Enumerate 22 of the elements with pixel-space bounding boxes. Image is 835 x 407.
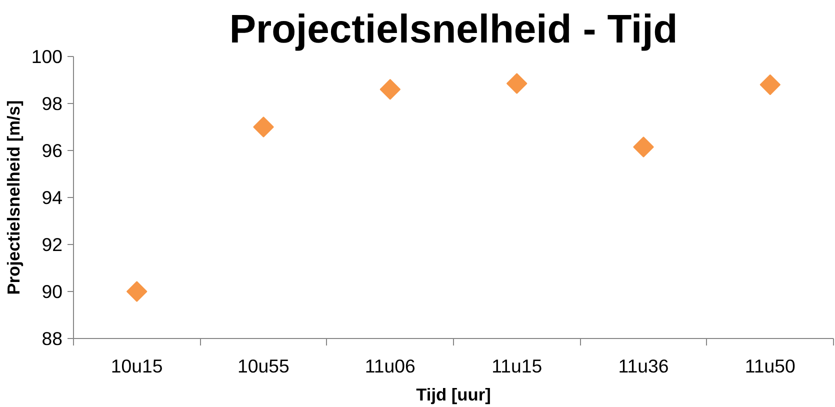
point [126,281,148,302]
point [760,74,781,96]
x-tick-label: 11u15 [492,356,542,376]
x-tick-label: 11u06 [364,356,416,376]
point [380,79,401,100]
y-tick-label: 90 [42,281,63,302]
x-axis-title: Tijd [uur] [416,384,491,404]
y-tick-label: 98 [42,93,63,114]
point [633,136,654,158]
x-tick-label: 11u36 [618,356,669,376]
point [506,73,528,94]
chart-title: Projectielsnelheid - Tijd [229,8,678,52]
y-tick-label: 96 [42,140,63,161]
x-tick-label: 10u15 [110,356,163,376]
point [253,116,274,138]
x-tick-label: 10u55 [238,356,290,376]
y-tick-label: 88 [42,328,63,349]
y-axis-title: Projectielsnelheid [m/s] [3,100,24,295]
y-tick-label: 94 [42,187,63,208]
y-tick-label: 100 [31,46,63,67]
x-tick-label: 11u50 [744,356,796,376]
y-tick-label: 92 [42,234,63,255]
